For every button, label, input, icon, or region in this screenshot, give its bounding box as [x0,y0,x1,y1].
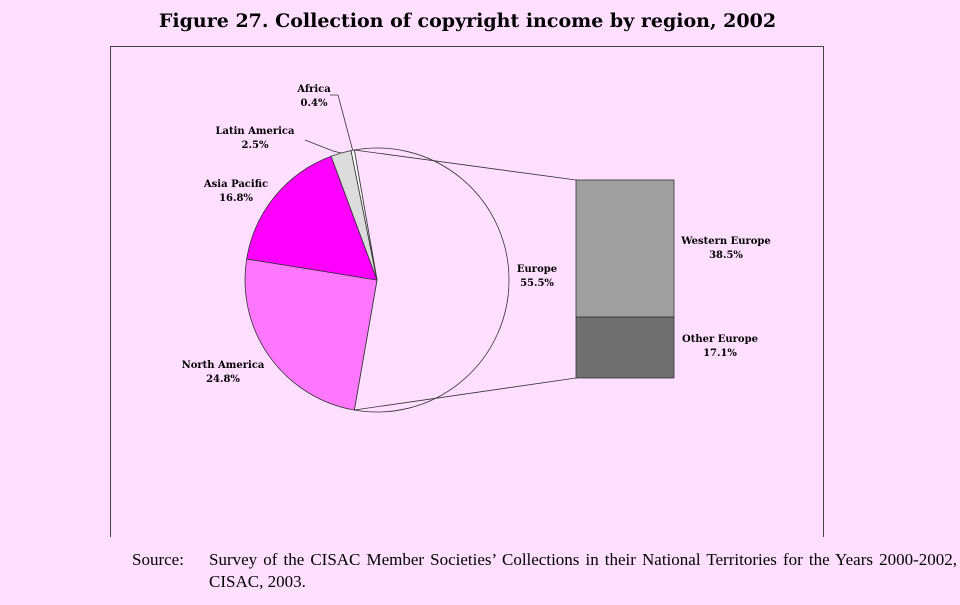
slice-value-europe: 55.5% [520,278,554,289]
pie-slice-europe [353,147,510,413]
segment-value-other-europe: 17.1% [703,348,737,359]
segment-label-western-europe: Western Europe [680,236,771,247]
chart-title: Figure 27. Collection of copyright incom… [158,10,777,32]
chart-frame [110,46,824,537]
segment-value-western-europe: 38.5% [709,250,743,261]
connector-line-top [354,149,577,181]
source-label: Source: [132,550,184,569]
bar-segment-western-europe [575,179,675,318]
leader-line-latin-america [304,139,342,154]
segment-label-other-europe: Other Europe [682,334,758,345]
slice-value-africa: 0.4% [301,98,328,109]
slice-label-asia-pacific: Asia Pacific [203,179,268,190]
pie-slice-africa [350,149,378,281]
pie-chart: Europe 55.5% North America 24.8% Asia Pacifi… [182,84,771,413]
pie-slice-asia-pacific [246,155,378,281]
slice-label-europe: Europe [517,264,557,275]
source-text: Survey of the CISAC Member Societies’ Co… [209,550,957,591]
slice-label-north-america: North America [182,360,265,371]
slice-label-latin-america: Latin America [215,126,295,137]
slice-value-north-america: 24.8% [206,374,240,385]
bar-segment-other-europe [575,316,675,379]
slice-value-latin-america: 2.5% [242,140,269,151]
pie-slice-north-america [244,258,378,411]
slice-value-asia-pacific: 16.8% [219,193,253,204]
leader-line-africa [330,94,354,151]
connector-line-bottom [354,377,577,411]
slice-label-africa: Africa [296,84,331,95]
